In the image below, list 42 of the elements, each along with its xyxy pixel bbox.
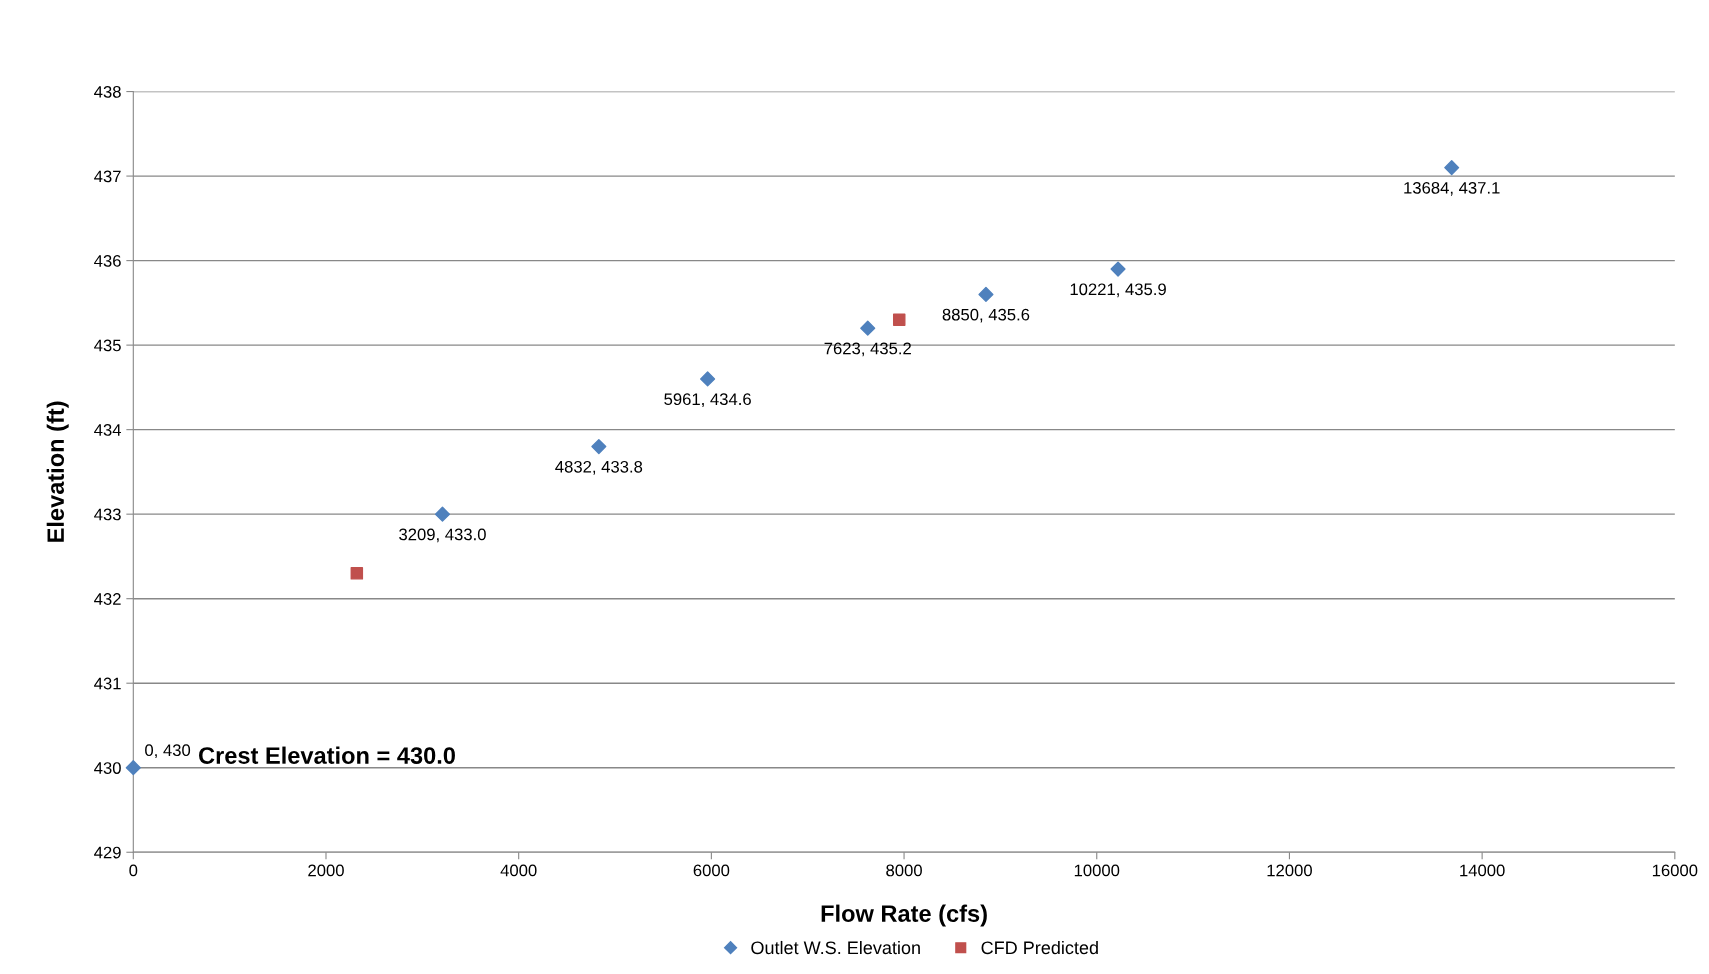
y-tick-label: 432	[94, 593, 121, 605]
point	[434, 506, 451, 522]
data-label: 0, 430	[145, 744, 191, 759]
x-axis-title: Flow Rate (cfs)	[821, 904, 987, 927]
point	[125, 760, 141, 776]
x-tick-label: 12000	[1267, 864, 1312, 877]
point	[1444, 160, 1460, 176]
point	[860, 320, 876, 336]
legend-label: CFD Predicted	[981, 940, 1098, 955]
x-tick-label: 14000	[1460, 864, 1505, 877]
x-tick-label: 0	[129, 864, 138, 877]
legend-label: Outlet W.S. Elevation	[751, 940, 920, 955]
y-tick-label: 429	[94, 846, 121, 859]
y-tick-label: 434	[94, 424, 122, 436]
data-label: 8850, 435.6	[942, 308, 1030, 323]
data-label: 13684, 437.1	[1404, 181, 1500, 196]
y-tick-label: 435	[94, 339, 121, 352]
point	[591, 438, 607, 455]
annotation: Crest Elevation = 430.0	[199, 746, 455, 764]
data-label: 10221, 435.9	[1070, 283, 1166, 298]
point	[978, 286, 994, 302]
x-tick-label: 6000	[693, 864, 730, 877]
point	[350, 567, 364, 580]
y-tick-label: 437	[94, 170, 121, 183]
x-tick-label: 10000	[1074, 864, 1120, 877]
point	[700, 371, 716, 387]
y-tick-label: 433	[94, 508, 121, 521]
y-tick-label: 438	[94, 85, 121, 98]
data-label: 4832, 433.8	[555, 460, 643, 475]
x-tick-label: 2000	[308, 864, 344, 877]
point	[1110, 261, 1126, 277]
y-axis-title: Elevation (ft)	[46, 401, 69, 542]
y-tick-label: 430	[94, 762, 121, 774]
point	[892, 313, 906, 327]
x-tick-label: 16000	[1652, 864, 1698, 877]
y-tick-label: 431	[94, 677, 121, 690]
y-tick-label: 436	[94, 255, 121, 267]
data-label: 7623, 435.2	[824, 342, 911, 357]
data-label: 5961, 434.6	[664, 393, 751, 408]
x-tick-label: 8000	[886, 864, 922, 877]
data-label: 3209, 433.0	[399, 528, 486, 543]
x-tick-label: 4000	[500, 864, 537, 877]
